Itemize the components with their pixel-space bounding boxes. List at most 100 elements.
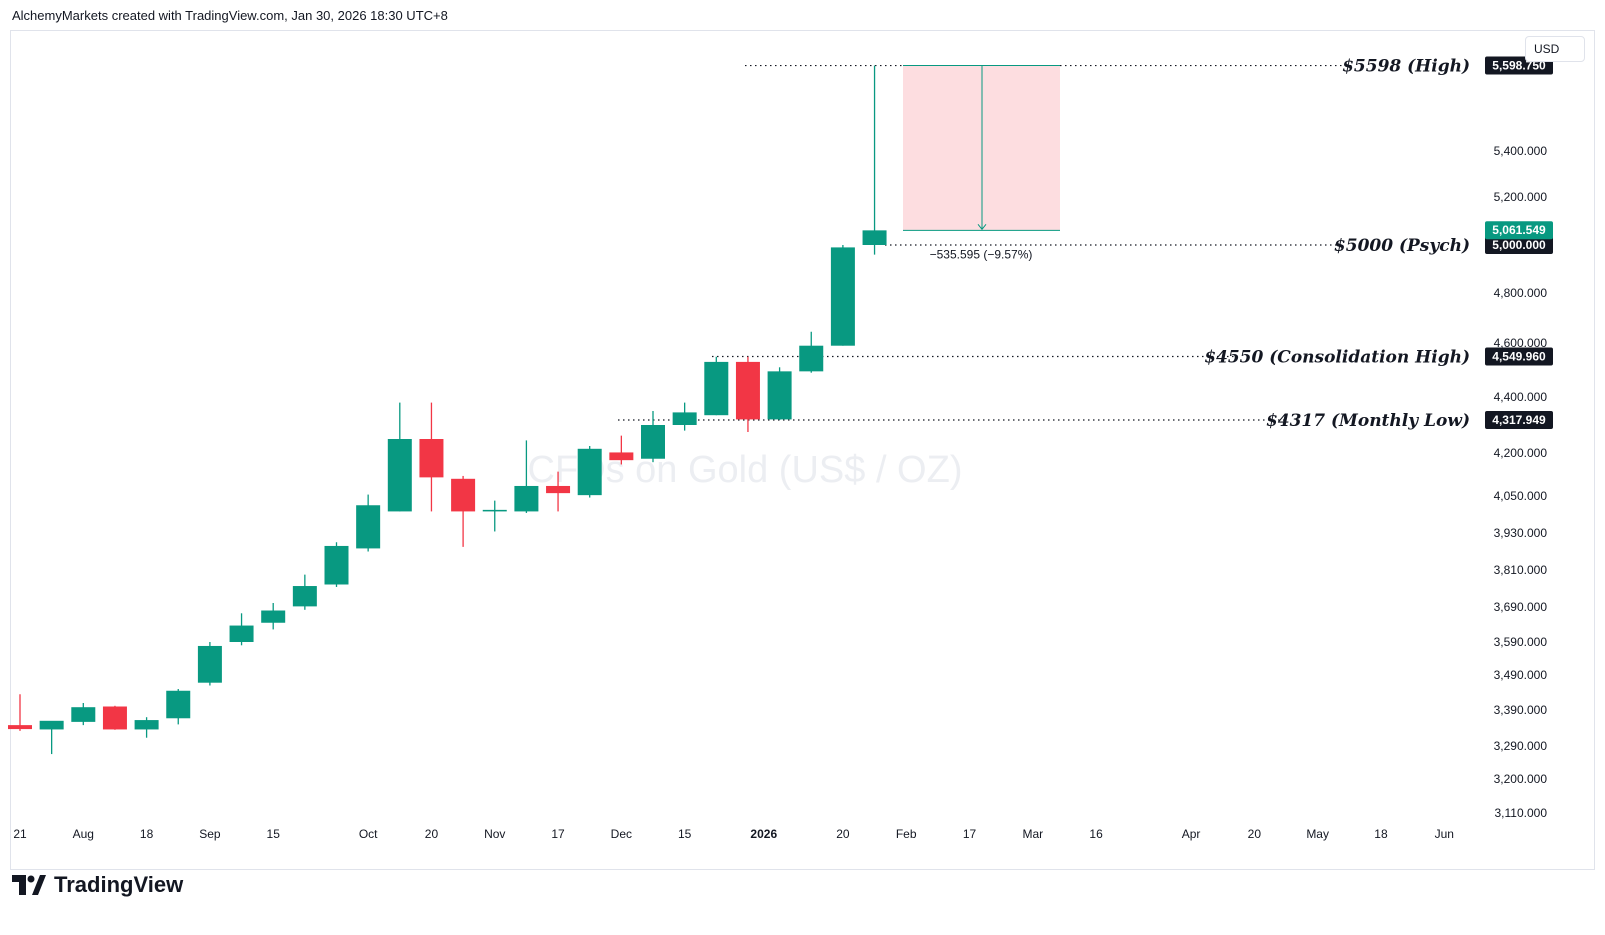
time-tick-label: Mar [1022,827,1043,841]
candle [356,494,381,552]
time-tick-label: 20 [1248,827,1262,841]
candle-body [609,452,634,461]
candle [514,440,539,513]
candle [8,694,32,731]
price-tick-label: 3,490.000 [1494,668,1548,682]
measure-tool: −535.595 (−9.57%) [903,65,1060,261]
price-tick-label: 3,290.000 [1494,739,1548,753]
candle [324,542,349,587]
tradingview-logo[interactable]: TradingView [12,872,183,898]
time-tick-label: 17 [963,827,977,841]
time-tick-label: 15 [267,827,281,841]
candle-body [197,645,222,683]
price-tick-label: 3,690.000 [1494,600,1548,614]
candle-body [672,412,697,425]
time-tick-label: Dec [611,827,632,841]
candle-body [641,425,665,459]
candle-body [799,345,824,372]
candle-body [451,478,476,512]
candle [482,500,507,532]
candle [704,356,729,416]
time-tick-label: May [1306,827,1329,841]
price-tick-label: 3,200.000 [1494,772,1548,786]
candle-body [830,247,855,346]
time-axis: 21 Aug 18 Sep 15 Oct 20 Nov 17 Dec 15 2026 20 Feb 17 Ma… [13,827,1454,841]
price-badge-bg [1485,347,1553,366]
candle-body [292,586,317,607]
candle [387,402,412,512]
candle [419,402,444,512]
price-tick-label: 5,200.000 [1494,190,1548,204]
time-tick-label: 18 [1374,827,1388,841]
candle [71,703,96,726]
time-tick-label: Apr [1182,827,1201,841]
candle-body [704,361,729,416]
price-badge-text: 4,317.949 [1492,413,1546,427]
time-tick-label: 2026 [750,827,777,841]
candle-body [71,707,96,722]
candle-body [8,725,32,730]
candle [672,402,697,431]
candles [8,65,887,755]
price-tick-label: 4,200.000 [1494,446,1548,460]
candle-body [862,230,887,245]
time-tick-label: Nov [484,827,505,841]
price-tick-label: 4,050.000 [1494,489,1548,503]
chart-attribution: AlchemyMarkets created with TradingView.… [12,8,448,23]
candle [609,435,634,465]
price-badge-text: 4,549.960 [1492,350,1546,364]
price-axis: 5,600.0005,400.0005,200.0004,800.0004,60… [1494,58,1548,820]
level-lines: $5598 (High) $5000 (Psych) $4550 (Consolid… [618,57,1470,431]
price-tick-label: 3,590.000 [1494,635,1548,649]
price-tick-label: 5,400.000 [1494,144,1548,158]
candle [197,642,222,686]
candle-body [102,706,127,730]
price-tick-label: 3,390.000 [1494,703,1548,717]
candle [102,705,127,730]
candle [735,356,760,432]
candle-body [767,371,792,420]
time-tick-label: Sep [199,827,221,841]
candle-body [546,485,571,494]
candle [451,475,476,547]
time-tick-label: 18 [140,827,154,841]
candle [134,717,159,738]
time-tick-label: 16 [1089,827,1103,841]
time-tick-label: 20 [425,827,439,841]
candle [229,613,254,646]
time-tick-label: Aug [73,827,94,841]
price-tick-label: 4,800.000 [1494,286,1548,300]
price-tick-label: 3,930.000 [1494,526,1548,540]
tradingview-logo-text: TradingView [54,872,184,897]
candle-body [735,361,760,420]
price-badge-text: 5,598.750 [1492,59,1546,73]
candle-body [324,545,349,585]
currency-label: USD [1534,42,1560,56]
time-tick-label: 20 [836,827,850,841]
currency-button[interactable]: USD [1525,36,1585,62]
candle [577,446,602,498]
level-label: $4550 (Consolidation High) [1204,348,1470,368]
candle-body [482,509,507,512]
price-badge: 5,000.000 [1485,236,1553,254]
time-tick-label: Oct [359,827,378,841]
time-tick-label: 15 [678,827,692,841]
level-label: $5598 (High) [1342,57,1470,77]
candle-body [229,625,254,642]
candle-body [39,720,64,730]
candle [546,471,571,512]
candle-body [577,448,602,496]
chart-frame [10,30,1595,870]
candle [641,411,665,463]
time-tick-label: 17 [551,827,565,841]
price-badge-text: 5,000.000 [1492,238,1546,252]
time-tick-label: Jun [1435,827,1454,841]
candle [830,245,855,346]
candle [39,720,64,755]
time-tick-label: Feb [896,827,917,841]
candle-body [387,439,412,512]
tradingview-logo-icon [12,875,46,895]
candle-body [166,690,191,719]
candle-body [419,439,444,478]
